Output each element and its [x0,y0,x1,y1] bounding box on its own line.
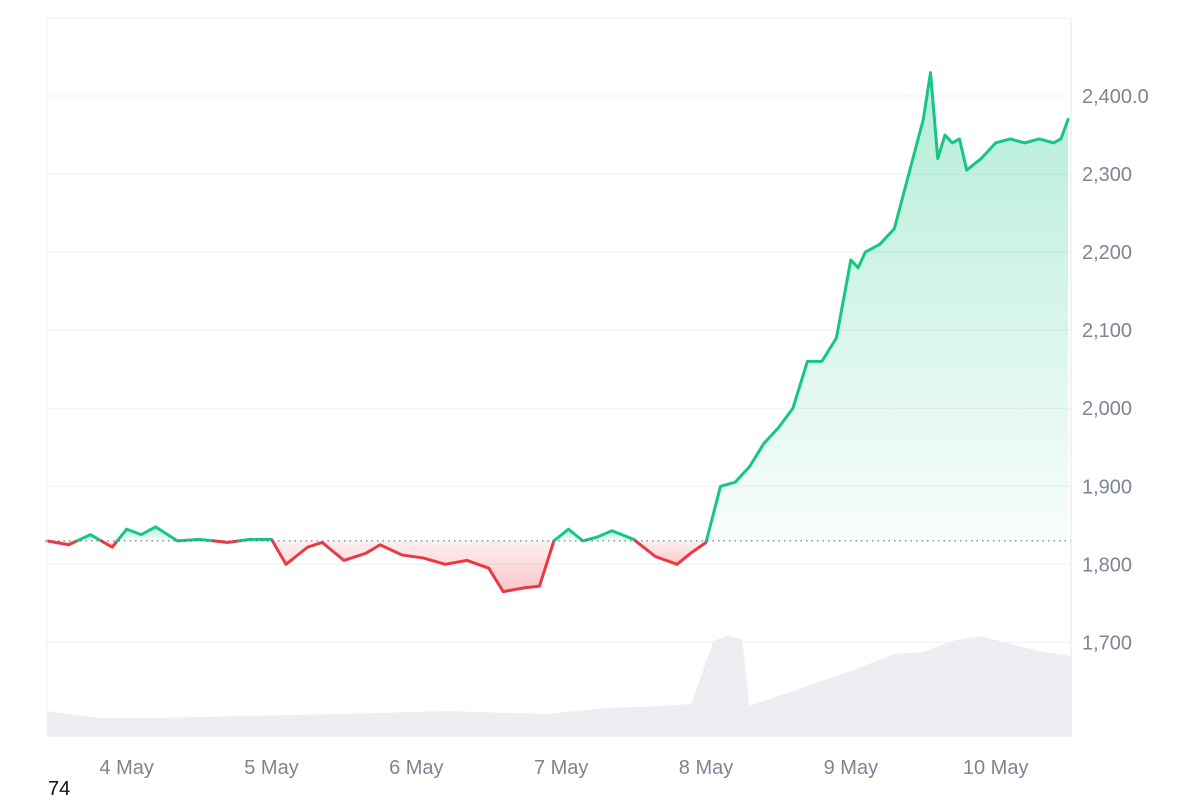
price-line-down [45,539,79,547]
x-tick-label: 4 May [99,757,153,779]
x-tick-label: 10 May [963,757,1029,779]
corner-label: 74 [48,778,71,800]
y-tick-label: 1,700 [1082,632,1132,654]
x-tick-label: 8 May [679,757,733,779]
y-axis-labels: 1,700 1,800 1,900 2,000 2,100 2,200 2,300 2,400… [1082,86,1149,654]
y-tick-label: 2,400.0 [1082,86,1149,108]
down-fill [635,540,707,565]
price-line-up [552,527,638,543]
price-line-up [75,533,103,543]
y-tick-label: 1,800 [1082,554,1132,576]
price-line-down [212,539,241,544]
x-tick-label: 9 May [824,757,878,779]
price-line-up [704,71,1070,543]
y-tick-label: 2,100 [1082,320,1132,342]
y-tick-label: 2,200 [1082,242,1132,264]
grid [47,17,1071,643]
x-tick-label: 6 May [389,757,443,779]
axes [46,18,1072,737]
price-line-down [270,539,556,594]
price-line-down [99,539,119,549]
price-line-up [115,525,216,543]
volume-area [47,636,1071,736]
price-lines [45,71,1071,594]
y-tick-label: 2,300 [1082,164,1132,186]
volume-area-shape [47,636,1071,736]
down-fill [272,540,554,592]
x-axis-labels: 4 May 5 May 6 May 7 May 8 May 9 May 10 May [99,757,1028,779]
y-tick-label: 2,000 [1082,398,1132,420]
x-tick-label: 5 May [244,757,298,779]
x-tick-label: 7 May [534,757,588,779]
y-tick-label: 1,900 [1082,476,1132,498]
up-fill [706,72,1069,541]
